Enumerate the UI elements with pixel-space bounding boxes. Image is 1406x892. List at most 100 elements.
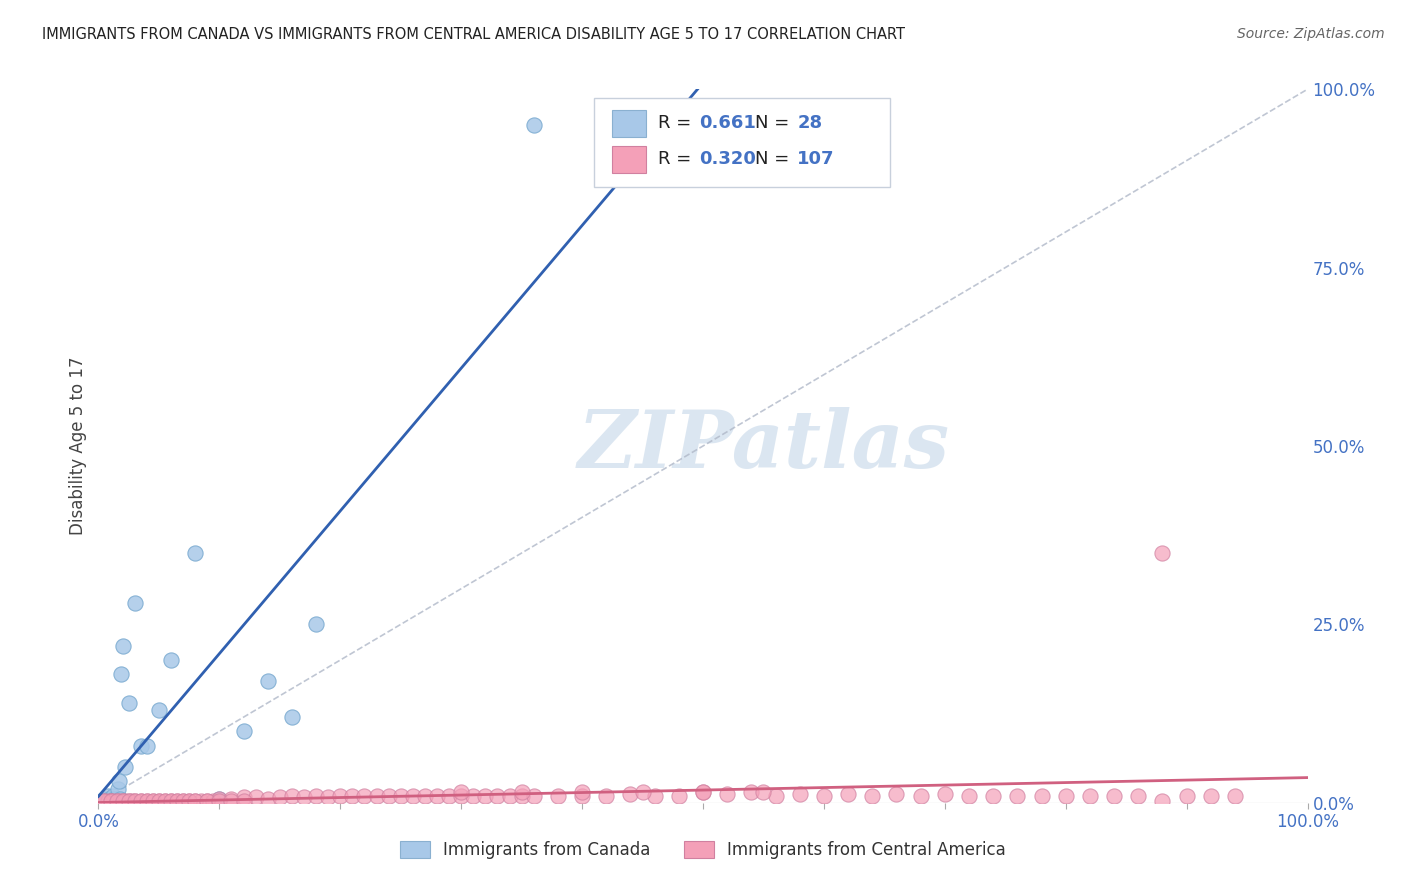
Point bbox=[232, 790, 254, 805]
Point bbox=[118, 696, 141, 710]
Point bbox=[668, 789, 690, 803]
Point bbox=[292, 790, 315, 805]
Point bbox=[135, 739, 157, 753]
Point bbox=[366, 789, 388, 803]
Point bbox=[221, 792, 243, 806]
Point bbox=[245, 790, 267, 805]
Point bbox=[256, 674, 278, 689]
Point bbox=[184, 794, 207, 808]
Point bbox=[389, 789, 412, 803]
Point bbox=[342, 789, 364, 803]
Point bbox=[101, 789, 124, 803]
Point bbox=[498, 789, 520, 803]
Point bbox=[474, 789, 496, 803]
Point bbox=[166, 794, 188, 808]
Point bbox=[100, 792, 122, 806]
Point bbox=[232, 794, 254, 808]
Point bbox=[934, 787, 956, 801]
Point bbox=[1199, 789, 1222, 803]
FancyBboxPatch shape bbox=[613, 110, 647, 137]
Text: 0.320: 0.320 bbox=[699, 150, 756, 168]
Point bbox=[190, 794, 212, 808]
Point bbox=[160, 653, 183, 667]
Point bbox=[105, 792, 128, 806]
Point bbox=[105, 794, 128, 808]
Point bbox=[97, 794, 120, 808]
Point bbox=[111, 794, 134, 808]
Point bbox=[463, 789, 485, 803]
Point bbox=[402, 789, 425, 803]
Point bbox=[860, 789, 883, 803]
Text: R =: R = bbox=[658, 150, 697, 168]
Point bbox=[108, 774, 131, 789]
Point bbox=[486, 789, 509, 803]
Point bbox=[148, 703, 170, 717]
Point bbox=[305, 617, 328, 632]
Point bbox=[510, 785, 533, 799]
Point bbox=[208, 794, 231, 808]
Point bbox=[1128, 789, 1150, 803]
Point bbox=[692, 785, 714, 799]
Point bbox=[135, 794, 157, 808]
Point bbox=[256, 792, 278, 806]
Point bbox=[93, 792, 115, 806]
Point bbox=[129, 739, 152, 753]
Point bbox=[595, 789, 617, 803]
Point bbox=[957, 789, 980, 803]
Point bbox=[716, 787, 738, 801]
Point bbox=[1007, 789, 1029, 803]
Point bbox=[114, 760, 136, 774]
Point bbox=[166, 794, 188, 808]
Point bbox=[740, 785, 762, 799]
Point bbox=[269, 790, 291, 805]
Point bbox=[118, 794, 141, 808]
Point bbox=[523, 118, 546, 132]
Point bbox=[108, 792, 131, 806]
Point bbox=[837, 787, 859, 801]
Point bbox=[523, 789, 546, 803]
Point bbox=[100, 792, 122, 806]
Point bbox=[450, 789, 472, 803]
Point bbox=[179, 794, 201, 808]
Point bbox=[450, 785, 472, 799]
Point bbox=[571, 785, 593, 799]
FancyBboxPatch shape bbox=[613, 145, 647, 173]
Point bbox=[184, 794, 207, 808]
Point bbox=[305, 789, 328, 803]
Point bbox=[148, 794, 170, 808]
Point bbox=[101, 794, 124, 808]
Point bbox=[281, 710, 304, 724]
Point bbox=[124, 794, 146, 808]
Point bbox=[692, 785, 714, 799]
Point bbox=[281, 789, 304, 803]
Point bbox=[1152, 546, 1174, 560]
Point bbox=[97, 789, 120, 803]
Point bbox=[160, 794, 183, 808]
Point bbox=[103, 792, 125, 806]
Point bbox=[153, 794, 176, 808]
Legend: Immigrants from Canada, Immigrants from Central America: Immigrants from Canada, Immigrants from … bbox=[394, 834, 1012, 866]
Point bbox=[631, 785, 654, 799]
Point bbox=[910, 789, 932, 803]
Point bbox=[179, 794, 201, 808]
Point bbox=[1102, 789, 1125, 803]
Text: 28: 28 bbox=[797, 114, 823, 132]
Text: ZIPatlas: ZIPatlas bbox=[578, 408, 949, 484]
Point bbox=[1152, 794, 1174, 808]
Point bbox=[886, 787, 908, 801]
Point bbox=[93, 794, 115, 808]
Point bbox=[96, 792, 118, 806]
Point bbox=[148, 794, 170, 808]
Point bbox=[789, 787, 811, 801]
Point bbox=[135, 794, 157, 808]
Point bbox=[510, 789, 533, 803]
Point bbox=[100, 794, 122, 808]
Point bbox=[377, 789, 399, 803]
Point bbox=[208, 792, 231, 806]
Point bbox=[813, 789, 835, 803]
Point bbox=[1175, 789, 1198, 803]
Point bbox=[111, 794, 134, 808]
Point bbox=[316, 790, 339, 805]
Point bbox=[110, 667, 132, 681]
FancyBboxPatch shape bbox=[595, 98, 890, 187]
